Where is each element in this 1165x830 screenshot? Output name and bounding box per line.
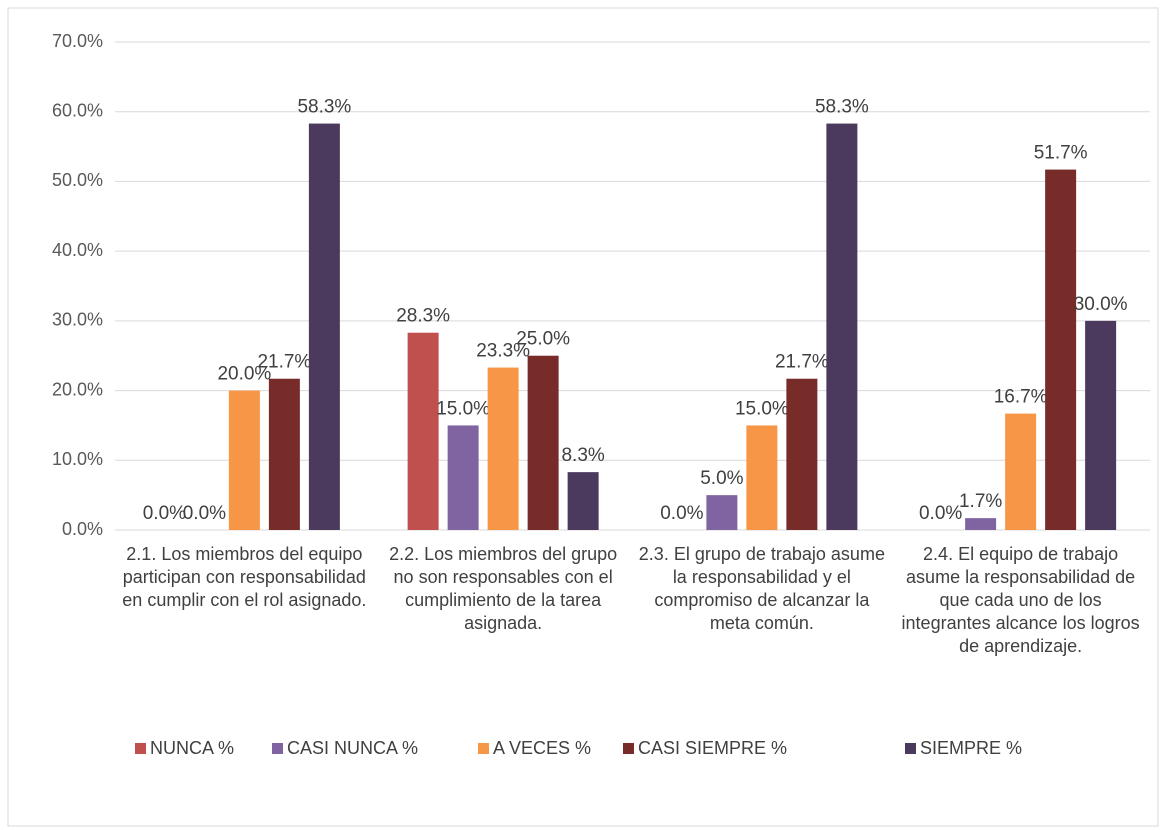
x-tick-label: 2.3. El grupo de trabajo asume la respon… (638, 544, 885, 633)
y-tick-label: 0.0% (62, 519, 103, 539)
legend-label: NUNCA % (150, 738, 235, 758)
data-label: 23.3% (476, 341, 530, 362)
bar (308, 123, 340, 531)
bar (965, 518, 997, 530)
x-tick-label: 2.4. El equipo de trabajo asume la respo… (901, 544, 1140, 656)
y-tick-label: 30.0% (52, 310, 103, 330)
data-label: 58.3% (297, 97, 351, 118)
legend-swatch (272, 743, 283, 754)
data-label: 28.3% (396, 306, 450, 327)
data-label: 30.0% (1074, 294, 1128, 315)
bar (1085, 320, 1117, 530)
legend-item: SIEMPRE % (905, 738, 1022, 759)
bar (527, 355, 559, 530)
data-label: 21.7% (257, 352, 311, 373)
y-tick-label: 60.0% (52, 100, 103, 120)
data-label: 0.0% (660, 503, 703, 524)
legend-item: CASI SIEMPRE % (623, 738, 787, 759)
bar (228, 390, 260, 530)
bar (268, 378, 300, 530)
y-tick-label: 20.0% (52, 379, 103, 399)
x-tick-label: 2.1. Los miembros del equipo participan … (122, 544, 367, 610)
data-label: 58.3% (815, 97, 869, 118)
legend-swatch (135, 743, 146, 754)
y-tick-label: 40.0% (52, 240, 103, 260)
y-tick-label: 50.0% (52, 170, 103, 190)
data-label: 15.0% (735, 398, 789, 419)
legend-item: CASI NUNCA % (272, 738, 418, 759)
bar (567, 472, 599, 530)
bar (826, 123, 858, 531)
data-label: 15.0% (436, 398, 490, 419)
data-label: 1.7% (959, 491, 1002, 512)
legend-swatch (623, 743, 634, 754)
legend-label: CASI NUNCA % (287, 738, 419, 758)
data-label: 0.0% (183, 503, 226, 524)
chart-border (7, 7, 1159, 827)
bar (746, 425, 778, 530)
data-label: 0.0% (143, 503, 186, 524)
bar (706, 495, 738, 530)
legend-label: A VECES % (493, 738, 592, 758)
legend-label: CASI SIEMPRE % (638, 738, 788, 758)
bar (1045, 169, 1077, 530)
data-label: 51.7% (1034, 143, 1088, 164)
legend-label: SIEMPRE % (920, 738, 1023, 758)
data-label: 8.3% (561, 445, 604, 466)
data-label: 25.0% (516, 329, 570, 350)
bar (786, 378, 818, 530)
data-label: 5.0% (700, 468, 743, 489)
data-label: 21.7% (775, 352, 829, 373)
bar (487, 367, 519, 530)
y-tick-label: 10.0% (52, 449, 103, 469)
data-label: 16.7% (994, 387, 1048, 408)
data-label: 20.0% (217, 364, 271, 385)
y-tick-label: 70.0% (52, 31, 103, 51)
legend-swatch (905, 743, 916, 754)
bar (447, 425, 479, 530)
x-tick-label: 2.2. Los miembros del grupo no son respo… (389, 544, 618, 633)
legend-item: NUNCA % (135, 738, 234, 759)
legend-item: A VECES % (478, 738, 591, 759)
bar (1005, 413, 1037, 530)
bar (407, 332, 439, 530)
data-label: 0.0% (919, 503, 962, 524)
legend-swatch (478, 743, 489, 754)
